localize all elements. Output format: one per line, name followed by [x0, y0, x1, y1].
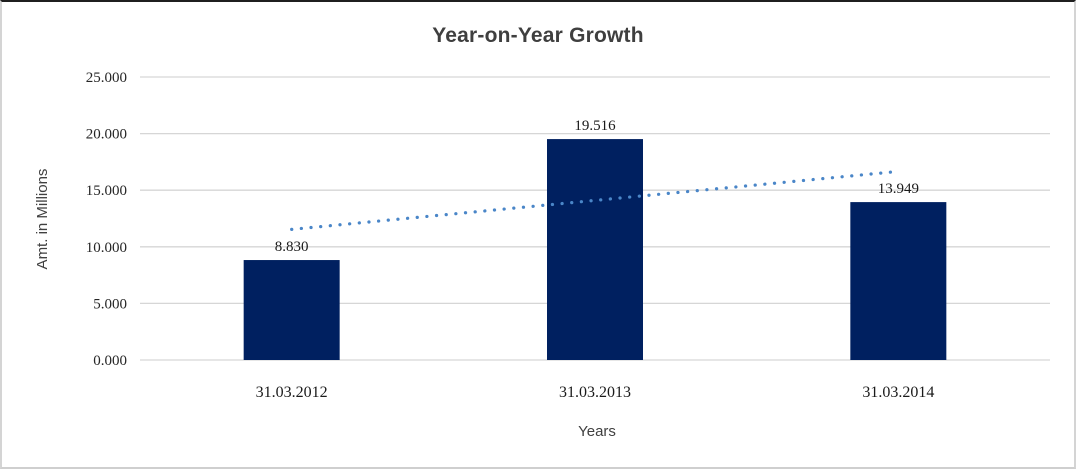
- x-axis-title: Years: [578, 423, 616, 440]
- y-tick-label: 5.000: [93, 296, 127, 312]
- chart-title: Year-on-Year Growth: [432, 24, 644, 47]
- bar-data-label: 13.949: [878, 181, 919, 197]
- y-tick-label: 0.000: [93, 353, 127, 369]
- x-tick-label: 31.03.2012: [256, 384, 328, 401]
- bar: [243, 260, 340, 360]
- y-tick-label: 10.000: [86, 240, 127, 256]
- bar: [850, 202, 947, 360]
- bar: [547, 139, 643, 360]
- y-tick-label: 20.000: [86, 127, 127, 143]
- y-tick-label: 25.000: [86, 70, 127, 86]
- bar-data-label: 8.830: [275, 239, 309, 255]
- x-tick-label: 31.03.2013: [559, 384, 631, 401]
- x-tick-label: 31.03.2014: [862, 384, 934, 401]
- bar-data-label: 19.516: [574, 118, 616, 134]
- y-tick-label: 15.000: [86, 183, 127, 199]
